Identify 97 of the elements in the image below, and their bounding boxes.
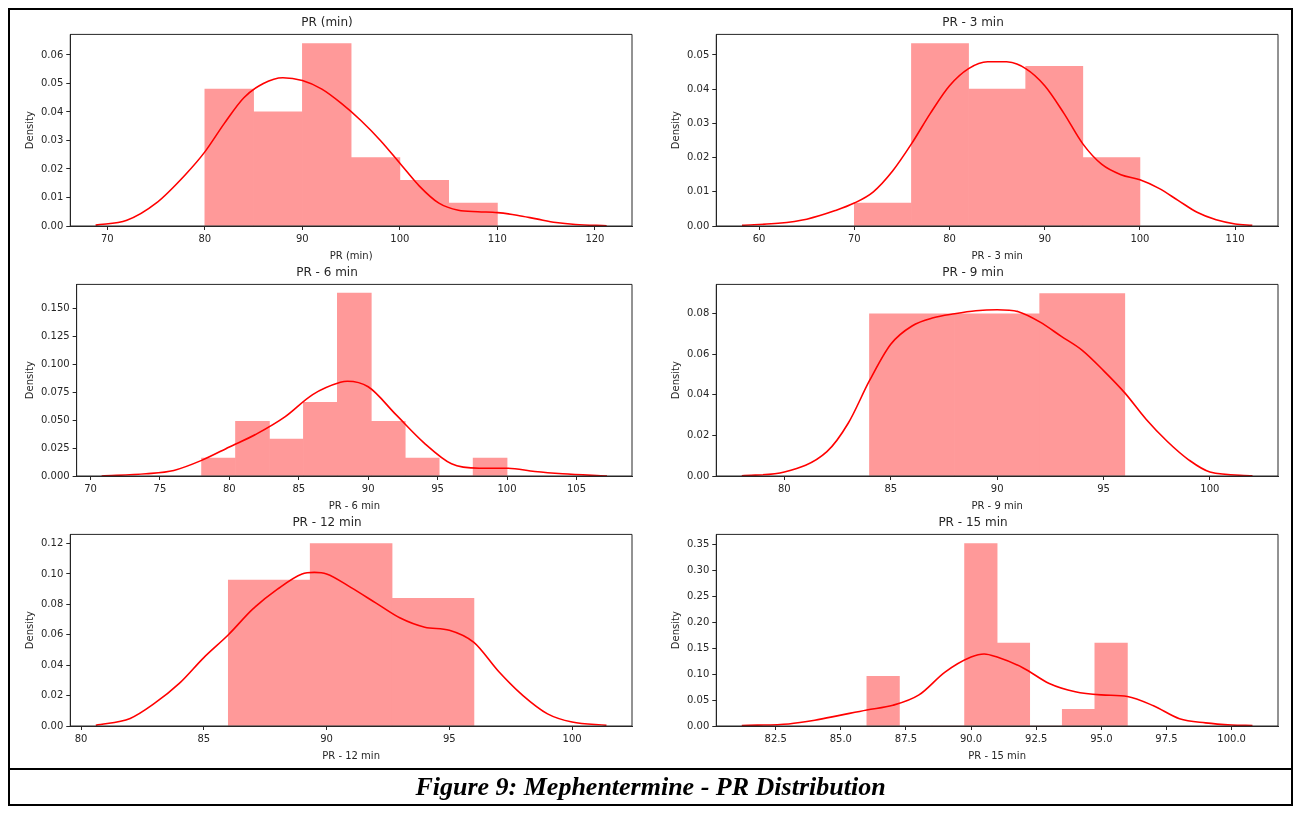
y-tick-label: 0.000 xyxy=(40,469,70,481)
y-tick-label: 0.075 xyxy=(40,385,70,397)
x-axis-title: PR - 6 min xyxy=(328,499,380,511)
chart-title: PR - 3 min xyxy=(942,15,1004,30)
x-tick-label: 90 xyxy=(361,482,375,494)
x-tick-label: 70 xyxy=(847,232,861,244)
x-tick-label: 85 xyxy=(292,482,306,494)
y-tick-label: 0.02 xyxy=(687,429,710,441)
x-tick-label: 95 xyxy=(442,732,456,744)
x-axis-title: PR - 12 min xyxy=(322,749,380,761)
y-tick-label: 0.04 xyxy=(687,388,710,400)
x-axis-title: PR - 3 min xyxy=(971,249,1023,261)
x-tick-label: 90 xyxy=(1038,232,1052,244)
x-tick-label: 80 xyxy=(198,232,212,244)
y-tick-label: 0.00 xyxy=(41,719,64,731)
x-tick-label: 100 xyxy=(390,232,410,244)
y-tick-label: 0.06 xyxy=(687,347,710,359)
caption: Figure 9: Mephentermine - PR Distribution xyxy=(10,768,1291,804)
x-tick-label: 97.5 xyxy=(1155,732,1178,744)
y-tick-label: 0.05 xyxy=(687,693,710,705)
y-tick-label: 0.025 xyxy=(40,441,70,453)
y-tick-label: 0.150 xyxy=(40,302,70,314)
x-tick-label: 70 xyxy=(84,482,97,494)
x-tick-label: 80 xyxy=(222,482,236,494)
x-tick-label: 85 xyxy=(197,732,211,744)
y-tick-label: 0.02 xyxy=(687,151,710,163)
y-axis-title: Density xyxy=(669,111,681,150)
x-tick-label: 120 xyxy=(585,232,605,244)
x-tick-label: 95 xyxy=(431,482,444,494)
y-tick-label: 0.05 xyxy=(41,77,64,89)
x-tick-label: 100 xyxy=(1130,232,1150,244)
y-tick-label: 0.00 xyxy=(687,219,710,231)
x-tick-label: 92.5 xyxy=(1025,732,1048,744)
y-axis-title: Density xyxy=(669,361,681,400)
y-tick-label: 0.03 xyxy=(41,134,64,146)
x-tick-label: 100 xyxy=(1200,482,1220,494)
y-axis-title: Density xyxy=(23,361,35,400)
y-tick-label: 0.35 xyxy=(687,538,710,550)
x-tick-label: 95.0 xyxy=(1090,732,1113,744)
chart-title: PR - 6 min xyxy=(296,265,358,280)
x-tick-label: 85.0 xyxy=(829,732,852,744)
chart-title: PR - 12 min xyxy=(292,515,362,530)
y-tick-label: 0.00 xyxy=(41,219,64,231)
y-tick-label: 0.04 xyxy=(41,658,64,670)
y-tick-label: 0.06 xyxy=(41,48,64,60)
y-tick-label: 0.30 xyxy=(687,564,710,576)
x-tick-label: 110 xyxy=(1225,232,1245,244)
x-tick-label: 87.5 xyxy=(894,732,918,744)
x-axis-title: PR (min) xyxy=(329,249,373,261)
y-tick-label: 0.25 xyxy=(687,589,710,601)
y-tick-label: 0.00 xyxy=(687,469,710,481)
x-tick-label: 90 xyxy=(320,732,333,744)
y-tick-label: 0.08 xyxy=(41,597,64,609)
y-tick-label: 0.20 xyxy=(687,615,710,627)
y-tick-label: 0.03 xyxy=(687,116,710,128)
x-tick-label: 80 xyxy=(777,482,791,494)
y-tick-label: 0.04 xyxy=(41,105,64,117)
y-tick-label: 0.01 xyxy=(687,185,710,197)
y-tick-label: 0.01 xyxy=(41,191,64,203)
x-tick-label: 80 xyxy=(74,732,88,744)
x-tick-label: 82.5 xyxy=(764,732,787,744)
y-axis-title: Density xyxy=(23,611,35,650)
y-tick-label: 0.15 xyxy=(687,641,710,653)
x-tick-label: 90.0 xyxy=(959,732,983,744)
x-axis-title: PR - 15 min xyxy=(968,749,1026,761)
y-tick-label: 0.100 xyxy=(40,358,70,370)
y-tick-label: 0.10 xyxy=(41,567,64,579)
y-tick-label: 0.10 xyxy=(687,667,710,679)
x-tick-label: 95 xyxy=(1097,482,1110,494)
chart-title: PR - 15 min xyxy=(938,515,1008,530)
x-axis-title: PR - 9 min xyxy=(971,499,1023,511)
y-tick-label: 0.02 xyxy=(41,162,64,174)
y-tick-label: 0.02 xyxy=(41,689,64,701)
x-tick-label: 60 xyxy=(752,232,766,244)
x-tick-label: 80 xyxy=(943,232,956,244)
chart-title: PR - 9 min xyxy=(942,265,1004,280)
x-tick-label: 90 xyxy=(990,482,1004,494)
y-axis-title: Density xyxy=(669,611,681,650)
y-tick-label: 0.050 xyxy=(40,413,70,425)
x-tick-label: 100 xyxy=(497,482,517,494)
x-tick-label: 70 xyxy=(100,232,114,244)
y-tick-label: 0.125 xyxy=(40,330,70,342)
y-tick-label: 0.12 xyxy=(41,537,64,549)
x-tick-label: 100.0 xyxy=(1217,732,1246,744)
y-tick-label: 0.06 xyxy=(41,628,64,640)
chart-title: PR (min) xyxy=(301,15,353,30)
y-tick-label: 0.08 xyxy=(687,307,710,319)
x-tick-label: 90 xyxy=(296,232,309,244)
x-tick-label: 85 xyxy=(884,482,898,494)
y-tick-label: 0.00 xyxy=(687,719,710,731)
x-tick-label: 100 xyxy=(562,732,582,744)
x-tick-label: 110 xyxy=(487,232,507,244)
x-tick-label: 105 xyxy=(566,482,587,494)
x-tick-label: 75 xyxy=(153,482,167,494)
y-tick-label: 0.05 xyxy=(687,48,710,60)
y-axis-title: Density xyxy=(23,111,35,150)
y-tick-label: 0.04 xyxy=(687,82,710,94)
